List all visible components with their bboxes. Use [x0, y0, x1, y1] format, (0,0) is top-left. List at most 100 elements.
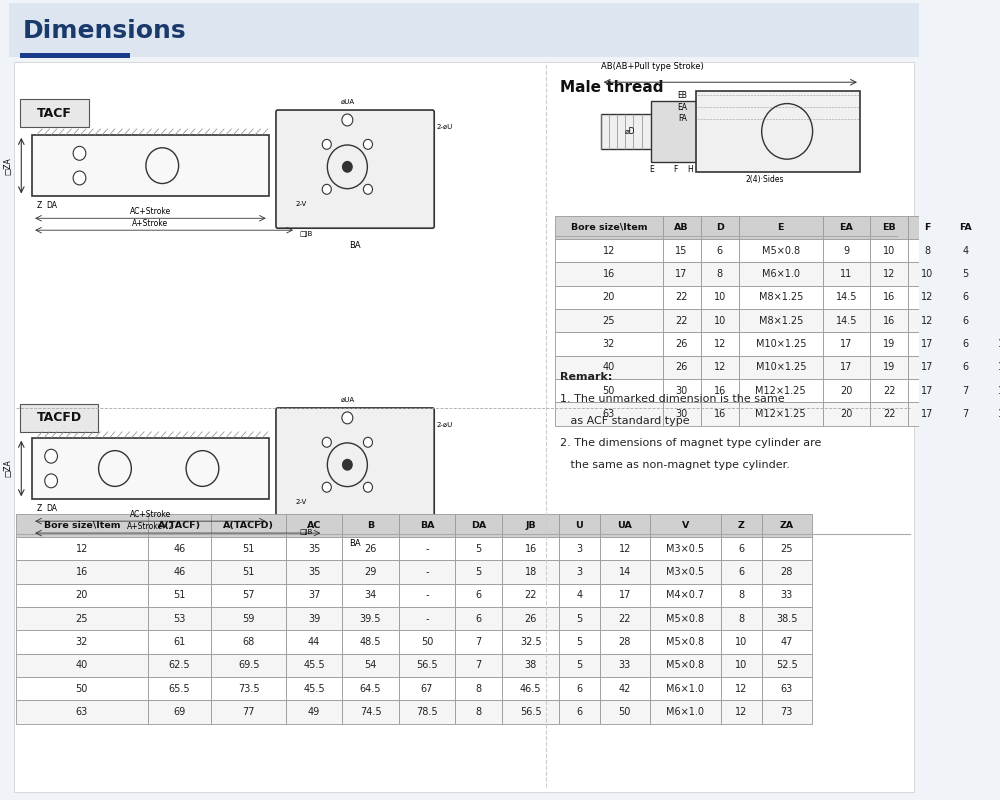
FancyBboxPatch shape — [555, 379, 663, 402]
Text: 22: 22 — [883, 409, 895, 419]
Text: M3×0.5: M3×0.5 — [666, 544, 704, 554]
Text: 8: 8 — [476, 707, 482, 717]
FancyBboxPatch shape — [286, 654, 342, 677]
FancyBboxPatch shape — [721, 630, 762, 654]
Circle shape — [342, 114, 353, 126]
Text: 51: 51 — [173, 590, 186, 600]
Text: 10: 10 — [997, 339, 1000, 349]
FancyBboxPatch shape — [148, 607, 211, 630]
Text: 10: 10 — [997, 362, 1000, 373]
FancyBboxPatch shape — [211, 537, 286, 560]
Text: 2-V: 2-V — [295, 498, 307, 505]
Text: 6: 6 — [576, 684, 582, 694]
Text: 68: 68 — [243, 637, 255, 647]
FancyBboxPatch shape — [399, 677, 455, 700]
FancyBboxPatch shape — [16, 677, 148, 700]
FancyBboxPatch shape — [908, 356, 946, 379]
Text: A+Stroke: A+Stroke — [132, 219, 168, 228]
FancyBboxPatch shape — [762, 537, 812, 560]
Text: 16: 16 — [76, 567, 88, 577]
Text: □ZA: □ZA — [3, 460, 12, 478]
FancyBboxPatch shape — [286, 560, 342, 584]
Text: 26: 26 — [364, 544, 377, 554]
Text: 17: 17 — [921, 339, 933, 349]
FancyBboxPatch shape — [739, 286, 823, 309]
Text: 74.5: 74.5 — [360, 707, 381, 717]
Text: 33: 33 — [781, 590, 793, 600]
FancyBboxPatch shape — [455, 607, 502, 630]
FancyBboxPatch shape — [908, 402, 946, 426]
Text: Z: Z — [37, 504, 42, 514]
Text: 4: 4 — [576, 590, 582, 600]
Text: 10: 10 — [921, 269, 933, 279]
FancyBboxPatch shape — [455, 630, 502, 654]
Text: 59: 59 — [242, 614, 255, 624]
Text: 16: 16 — [883, 293, 895, 302]
Text: D: D — [716, 223, 724, 232]
Text: 11: 11 — [840, 269, 852, 279]
Text: 17: 17 — [675, 269, 688, 279]
Text: 14: 14 — [997, 386, 1000, 396]
Text: 22: 22 — [619, 614, 631, 624]
FancyBboxPatch shape — [946, 239, 985, 262]
FancyBboxPatch shape — [985, 262, 1000, 286]
Text: 16: 16 — [714, 409, 726, 419]
Text: M6×1.0: M6×1.0 — [666, 684, 704, 694]
FancyBboxPatch shape — [985, 333, 1000, 356]
FancyBboxPatch shape — [16, 607, 148, 630]
FancyBboxPatch shape — [663, 216, 701, 239]
Text: 22: 22 — [675, 293, 688, 302]
Text: 73: 73 — [780, 707, 793, 717]
Text: 8: 8 — [738, 590, 744, 600]
Text: 32: 32 — [603, 339, 615, 349]
FancyBboxPatch shape — [870, 402, 908, 426]
Text: 63: 63 — [76, 707, 88, 717]
FancyBboxPatch shape — [555, 402, 663, 426]
FancyBboxPatch shape — [721, 514, 762, 537]
Text: 22: 22 — [524, 590, 537, 600]
Text: 6: 6 — [962, 316, 968, 326]
FancyBboxPatch shape — [399, 700, 455, 724]
Text: 19: 19 — [883, 339, 895, 349]
FancyBboxPatch shape — [600, 630, 650, 654]
Text: AB: AB — [674, 223, 689, 232]
FancyBboxPatch shape — [211, 630, 286, 654]
Text: 17: 17 — [840, 362, 852, 373]
Text: 16: 16 — [603, 269, 615, 279]
FancyBboxPatch shape — [739, 239, 823, 262]
FancyBboxPatch shape — [985, 286, 1000, 309]
Text: 12: 12 — [603, 246, 615, 256]
FancyBboxPatch shape — [762, 514, 812, 537]
FancyBboxPatch shape — [211, 677, 286, 700]
FancyBboxPatch shape — [701, 356, 739, 379]
FancyBboxPatch shape — [399, 584, 455, 607]
Text: 50: 50 — [619, 707, 631, 717]
FancyBboxPatch shape — [555, 216, 663, 239]
Text: 40: 40 — [76, 660, 88, 670]
Text: Bore size\Item: Bore size\Item — [571, 223, 647, 232]
FancyBboxPatch shape — [650, 584, 721, 607]
FancyBboxPatch shape — [650, 630, 721, 654]
Text: AC+Stroke: AC+Stroke — [130, 510, 171, 519]
Text: 78.5: 78.5 — [416, 707, 438, 717]
Text: 22: 22 — [883, 386, 895, 396]
Text: 17: 17 — [921, 362, 933, 373]
FancyBboxPatch shape — [985, 216, 1000, 239]
Text: A(TACF): A(TACF) — [158, 521, 201, 530]
Text: 30: 30 — [675, 386, 688, 396]
Text: DA: DA — [47, 202, 58, 210]
Text: M6×1.0: M6×1.0 — [666, 707, 704, 717]
Text: 2-⌀U: 2-⌀U — [437, 422, 453, 428]
FancyBboxPatch shape — [650, 537, 721, 560]
Text: M3×0.5: M3×0.5 — [666, 567, 704, 577]
Text: 8: 8 — [738, 614, 744, 624]
Text: EB: EB — [882, 223, 896, 232]
FancyBboxPatch shape — [286, 514, 342, 537]
FancyBboxPatch shape — [870, 356, 908, 379]
Text: 25: 25 — [603, 316, 615, 326]
Text: FA: FA — [959, 223, 972, 232]
FancyBboxPatch shape — [286, 584, 342, 607]
Text: 44: 44 — [308, 637, 320, 647]
Text: 7: 7 — [476, 637, 482, 647]
FancyBboxPatch shape — [870, 286, 908, 309]
